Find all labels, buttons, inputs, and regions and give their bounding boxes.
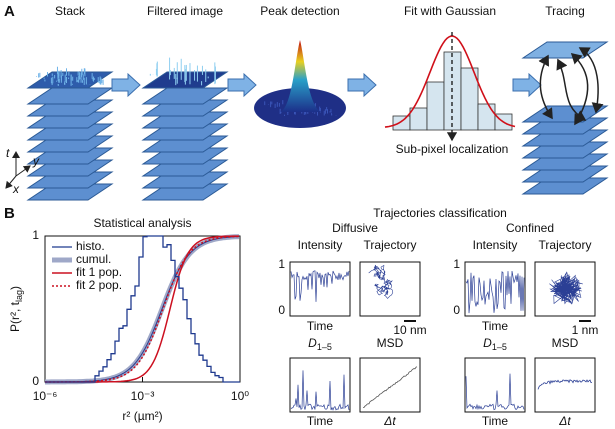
legend-label: histo. [76,239,105,253]
y-tick-label: 0 [278,303,285,317]
trace-arrow [556,58,587,121]
x-axis-label: Δt [558,414,571,428]
peak [280,40,322,112]
step-title: Filtered image [147,4,223,18]
axis-glyph [15,165,31,177]
d-trace [465,373,525,411]
subplot-frame [289,357,351,413]
histogram-bar [460,67,479,131]
process-arrow [512,72,542,98]
class-name: Diffusive [332,221,378,235]
class-name: Confined [506,221,554,235]
subplot-frame [359,357,421,413]
msd-trace [537,379,593,390]
subplot-title: MSD [552,336,579,350]
step-title: Peak detection [260,4,339,18]
y-axis-label: P(r², tlag) [8,286,24,332]
stack-layer [141,87,229,105]
subplot-frame [534,261,596,317]
plot-frame [44,235,241,383]
stack-layer [521,41,609,59]
histogram-bar [392,115,411,131]
subplot-title-part: D [308,336,317,350]
section-title: Trajectories classification [373,206,507,220]
step-title: Fit with Gaussian [404,4,496,18]
process-arrow [347,72,377,98]
subplot-frame [534,357,596,413]
histogram-bar [477,103,496,131]
histogram-bar [426,81,445,131]
y-tick-label: 0 [32,374,39,388]
subplot-title-sub: 1–5 [317,342,332,352]
scale-bar-label: 1 nm [572,323,599,337]
trajectory-trace [549,271,583,305]
x-axis-label: Time [307,414,334,428]
x-tick-label: 10⁰ [231,389,249,403]
subplot-title: Intensity [298,238,343,252]
scale-bar-label: 10 nm [393,323,426,337]
subplot-title: MSD [377,336,404,350]
axis-glyph-label: t [6,146,10,160]
trajectory-trace [368,264,394,299]
panel-label: B [4,205,15,222]
cumul-curve [45,234,240,385]
y-tick-label: 0 [453,303,460,317]
x-axis-label: Δt [383,414,396,428]
cumul-curve-line [45,236,240,383]
localization-label: Sub-pixel localization [396,142,509,156]
subplot-title: D1–5 [483,336,507,352]
d-trace [290,370,350,411]
y-tick-label: 1 [32,228,39,242]
subplot-frame [464,261,526,317]
x-axis-label: Time [307,319,334,333]
subplot-title: D1–5 [308,336,332,352]
fit1-curve [45,235,239,383]
fit2-curve [45,235,240,383]
x-tick-label: 10⁻⁶ [33,389,58,403]
axis-glyph-label: x [12,182,20,196]
legend-label: cumul. [76,252,111,266]
subplot-title: Intensity [473,238,518,252]
y-tick-label: 1 [453,257,460,271]
histo-curve [45,235,240,383]
x-axis-label: Time [482,414,509,428]
gaussian-fit [384,35,516,128]
subplot-title-part: D [483,336,492,350]
step-title: Tracing [545,4,585,18]
step-title: Stack [55,4,86,18]
y-axis-label-part: ) [8,286,22,290]
intensity-trace [290,270,350,302]
axis-glyph [5,175,17,189]
trace-arrow [538,54,553,120]
x-axis-label: Time [482,319,509,333]
process-arrow [227,72,257,98]
msd-trace [362,366,418,408]
stack-layer [26,71,114,89]
trace-arrow [578,47,604,114]
y-axis-label-part: P(r², t [8,301,22,332]
plot-title: Statistical analysis [93,216,191,230]
subplot-frame [464,357,526,413]
x-tick-label: 10⁻³ [131,389,155,403]
subplot-frame [359,261,421,317]
x-axis-label: r² (µm²) [122,409,162,423]
process-arrow [111,72,141,98]
axis-glyph-label: y [32,154,40,168]
subplot-title: Trajectory [539,238,592,252]
subplot-title: Trajectory [364,238,417,252]
legend-label: fit 2 pop. [76,278,122,292]
y-axis-label-sub: lag [14,290,24,302]
intensity-trace [465,270,525,314]
legend-label: fit 1 pop. [76,265,122,279]
panel-label: A [4,3,15,20]
y-tick-label: 1 [278,257,285,271]
subplot-title-sub: 1–5 [492,342,507,352]
histogram-bar [409,107,428,131]
subplot-frame [289,261,351,317]
